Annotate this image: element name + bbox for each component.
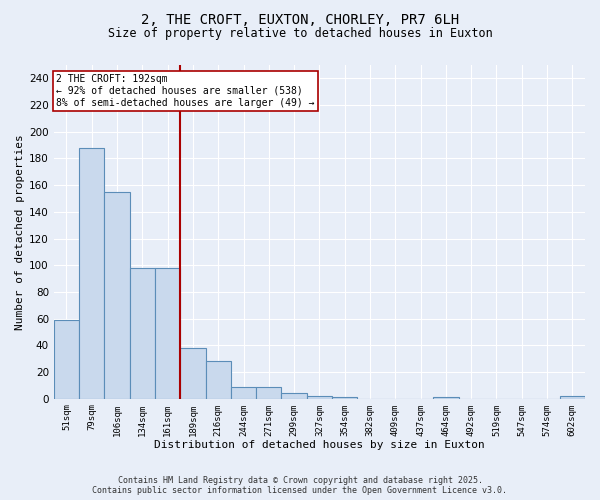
Bar [180,348,206,399]
Bar [79,148,104,399]
Bar [256,386,281,398]
Bar [307,396,332,398]
Bar [231,386,256,398]
Text: Contains HM Land Registry data © Crown copyright and database right 2025.
Contai: Contains HM Land Registry data © Crown c… [92,476,508,495]
Bar [104,192,130,398]
Bar [130,268,155,398]
Bar [560,396,585,398]
Bar [206,362,231,399]
Bar [155,268,180,398]
Text: 2 THE CROFT: 192sqm
← 92% of detached houses are smaller (538)
8% of semi-detach: 2 THE CROFT: 192sqm ← 92% of detached ho… [56,74,315,108]
Bar [54,320,79,398]
X-axis label: Distribution of detached houses by size in Euxton: Distribution of detached houses by size … [154,440,485,450]
Text: Size of property relative to detached houses in Euxton: Size of property relative to detached ho… [107,28,493,40]
Bar [281,394,307,398]
Y-axis label: Number of detached properties: Number of detached properties [15,134,25,330]
Text: 2, THE CROFT, EUXTON, CHORLEY, PR7 6LH: 2, THE CROFT, EUXTON, CHORLEY, PR7 6LH [141,12,459,26]
